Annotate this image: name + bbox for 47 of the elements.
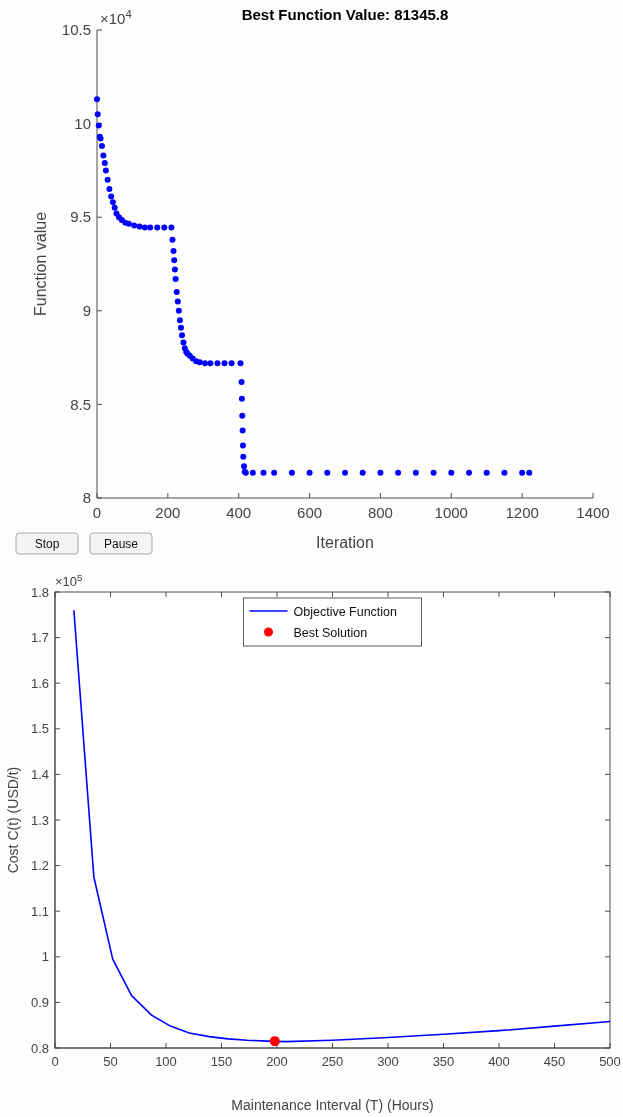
y-tick-label: 1.7 <box>30 630 49 646</box>
y-axis-title: Function value <box>32 211 49 317</box>
text: ×10$^{4}$ <box>100 8 132 27</box>
y-tick-label: 8 <box>82 489 91 507</box>
x-tick-label: 250 <box>321 1054 344 1069</box>
x-tick-label: 0 <box>92 504 102 521</box>
button: Stop <box>15 532 79 555</box>
button: Pause <box>89 532 153 555</box>
x-tick-label: 50 <box>103 1054 118 1069</box>
legend-label: Objective Function <box>293 604 398 619</box>
x-tick-label: 600 <box>297 504 323 521</box>
x-tick-label: 300 <box>377 1054 399 1069</box>
text: ×10$^{5}$ <box>55 571 84 589</box>
y-tick-label: 9.5 <box>70 208 91 226</box>
y-tick-label: 10.5 <box>61 21 91 39</box>
y-tick-label: 1.8 <box>30 584 49 600</box>
x-tick-label: 500 <box>599 1054 621 1069</box>
x-tick-label: 200 <box>155 504 181 521</box>
x-tick-label: 1000 <box>434 504 468 521</box>
legend-label: Best Solution <box>293 625 368 640</box>
y-tick-label: 9 <box>82 302 91 320</box>
y-tick-label: 10 <box>74 114 91 132</box>
chart-title: Best Function Value: 81345.8 <box>241 6 449 23</box>
x-tick-label: 400 <box>226 504 252 521</box>
y-tick-label: 1 <box>41 949 49 965</box>
x-tick-label: 200 <box>266 1054 288 1069</box>
x-tick-label: 0 <box>51 1054 59 1069</box>
x-tick-label: 450 <box>543 1054 566 1069</box>
y-tick-label: 1.4 <box>30 766 49 782</box>
x-tick-label: 350 <box>432 1054 455 1069</box>
x-tick-label: 800 <box>367 504 393 521</box>
y-tick-label: 8.5 <box>70 395 91 413</box>
x-axis-title: Iteration <box>316 534 374 551</box>
y-tick-label: 1.5 <box>30 721 49 737</box>
x-tick-label: 150 <box>210 1054 233 1069</box>
y-tick-label: 1.1 <box>30 903 49 919</box>
x-tick-label: 1400 <box>576 504 610 521</box>
y-tick-label: 1.3 <box>30 812 49 828</box>
x-tick-label: 1200 <box>505 504 539 521</box>
x-axis-title: Maintenance Interval (T) (Hours) <box>231 1097 434 1113</box>
y-tick-label: 1.6 <box>30 675 49 691</box>
y-tick-label: 0.8 <box>30 1040 49 1056</box>
y-axis-title: Cost C(t) (USD/t) <box>5 766 21 874</box>
y-tick-label: 0.9 <box>30 994 49 1010</box>
y-tick-label: 1.2 <box>30 858 49 874</box>
x-tick-label: 400 <box>488 1054 510 1069</box>
x-tick-label: 100 <box>155 1054 177 1069</box>
